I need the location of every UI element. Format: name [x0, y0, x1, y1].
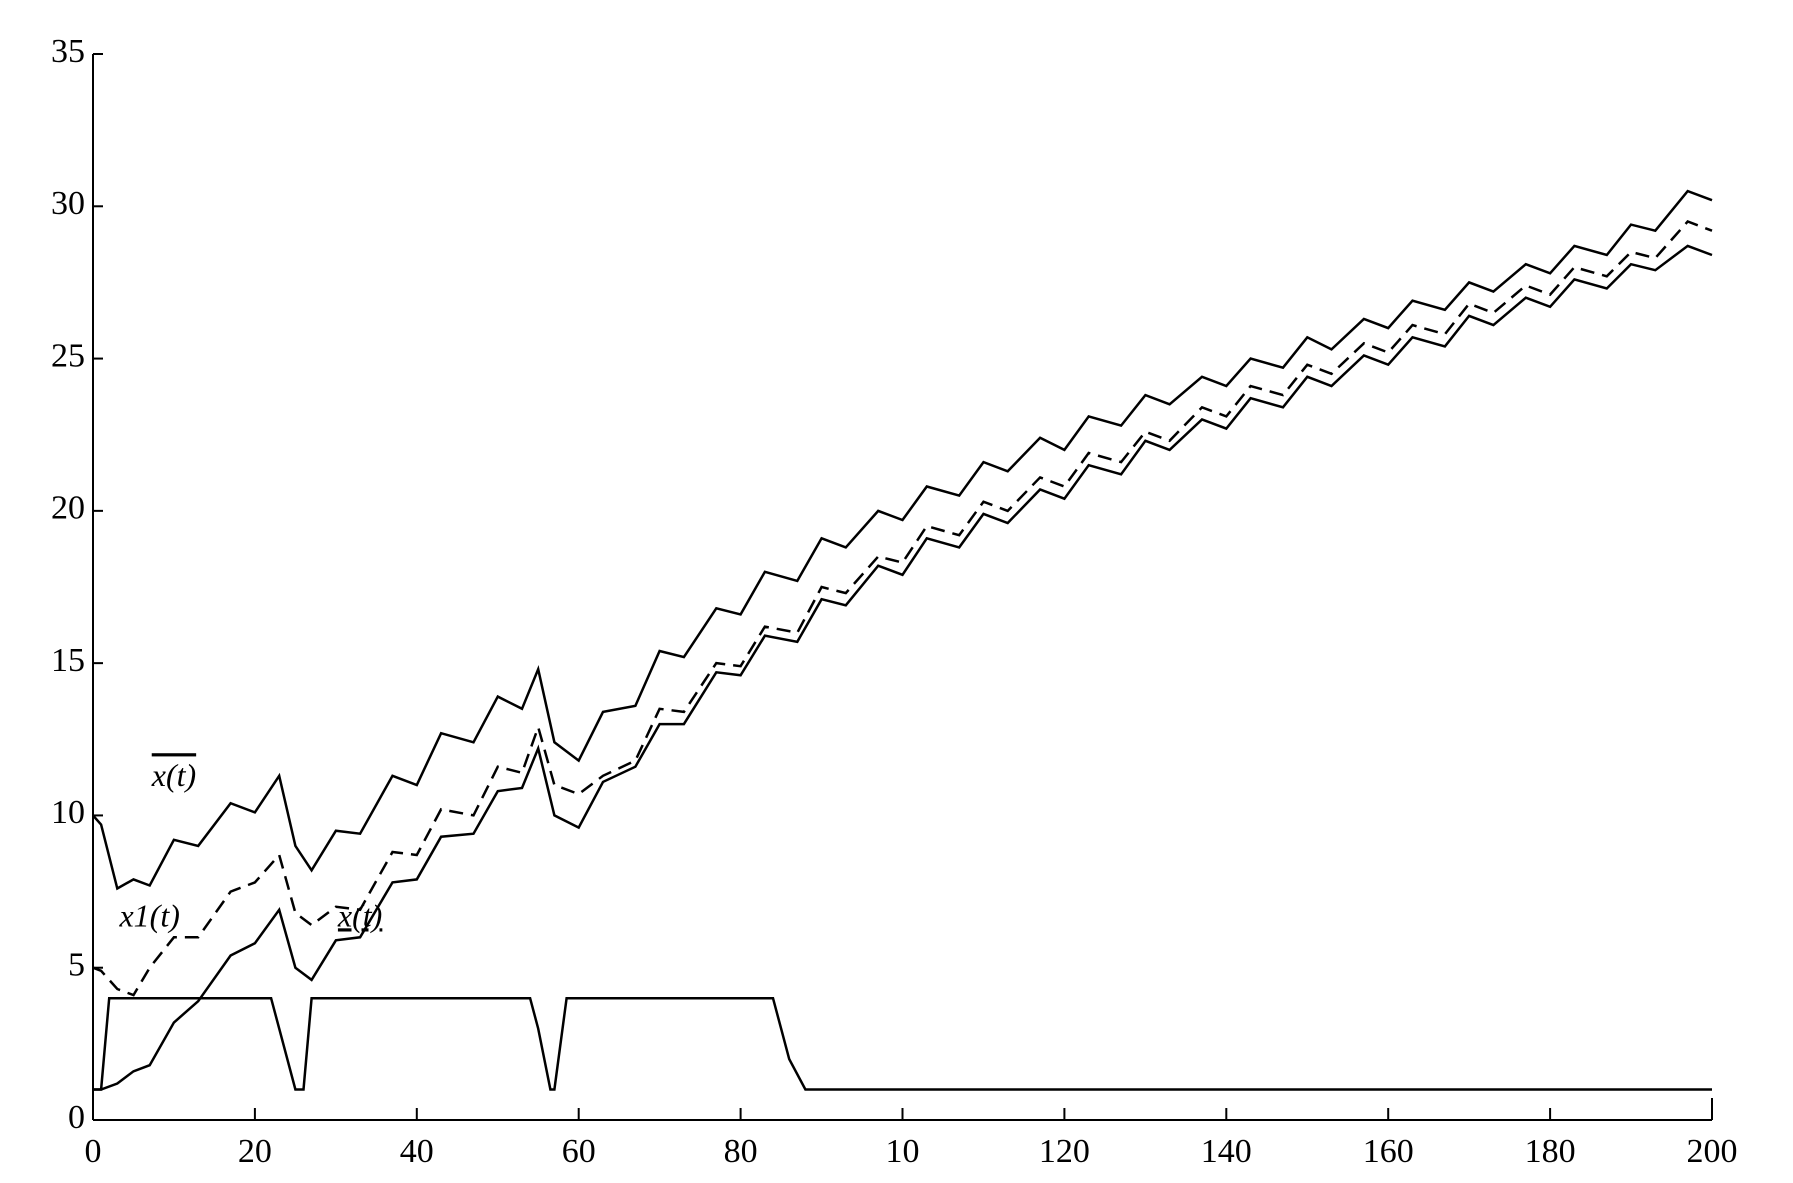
- y-tick-label: 20: [51, 490, 85, 527]
- y-tick-label: 5: [68, 947, 85, 984]
- x-tick-label: 80: [724, 1133, 758, 1170]
- y-tick-label: 0: [68, 1099, 85, 1136]
- x-tick-label: 140: [1201, 1133, 1252, 1170]
- x-tick-label: 0: [85, 1133, 102, 1170]
- series-label: x(t): [337, 897, 382, 933]
- y-tick-label: 25: [51, 337, 85, 374]
- x-tick-label: 10: [886, 1133, 920, 1170]
- series-label: x1(t): [118, 897, 179, 933]
- series-line: [93, 996, 1712, 1091]
- x-tick-label: 120: [1039, 1133, 1090, 1170]
- x-tick-label: 40: [400, 1133, 434, 1170]
- y-tick-label: 35: [51, 33, 85, 70]
- series-line: [92, 220, 1713, 997]
- x-tick-label: 160: [1363, 1133, 1414, 1170]
- y-tick-label: 30: [51, 185, 85, 222]
- x-tick-label: 180: [1525, 1133, 1576, 1170]
- y-tick-label: 15: [51, 642, 85, 679]
- x-tick-label: 20: [238, 1133, 272, 1170]
- y-tick-label: 10: [51, 794, 85, 831]
- x-tick-label: 200: [1687, 1133, 1738, 1170]
- series-line: [92, 189, 1713, 891]
- series-line: [93, 244, 1713, 1091]
- series-label: x(t): [151, 757, 196, 793]
- x-tick-label: 60: [562, 1133, 596, 1170]
